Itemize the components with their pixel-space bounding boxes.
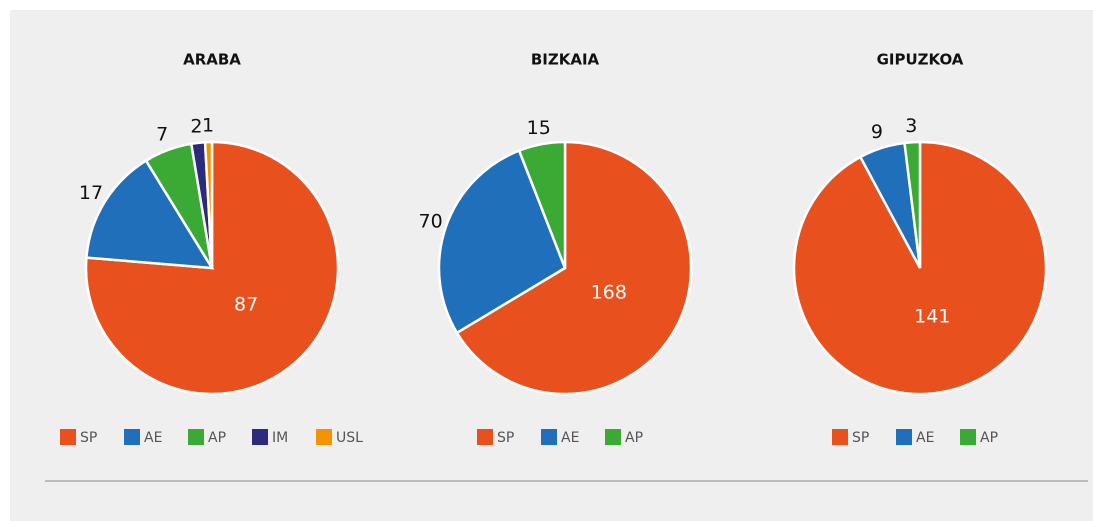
- data-label: 141: [914, 305, 950, 327]
- pie-slice: [437, 149, 567, 335]
- data-label: 1: [202, 115, 214, 137]
- data-label: 87: [234, 294, 258, 316]
- legend-swatch: [252, 429, 268, 445]
- legend-label: AP: [625, 430, 643, 446]
- legend-swatch: [832, 429, 848, 445]
- pie-slice: [84, 140, 340, 396]
- legend-label: SP: [497, 430, 514, 446]
- data-label: 7: [156, 124, 168, 146]
- legend-label: SP: [80, 430, 97, 446]
- legend-swatch: [188, 429, 204, 445]
- legend-swatch: [316, 429, 332, 445]
- pie-slice: [85, 158, 215, 270]
- data-label: 15: [527, 117, 551, 139]
- legend-label: AP: [980, 430, 998, 446]
- legend-label: AE: [561, 430, 579, 446]
- legend-swatch: [477, 429, 493, 445]
- legend-label: SP: [852, 430, 869, 446]
- legend-swatch: [60, 429, 76, 445]
- legend-label: IM: [272, 430, 288, 446]
- pie-slice: [517, 140, 567, 269]
- data-label: 70: [419, 211, 443, 233]
- data-label: 168: [591, 281, 627, 303]
- legend-label: AE: [144, 430, 162, 446]
- pie-slice: [203, 140, 214, 269]
- pie-slice: [903, 140, 922, 269]
- chart-title: BIZKAIA: [531, 51, 600, 69]
- legend-label: AE: [916, 430, 934, 446]
- data-label: 17: [79, 182, 103, 204]
- data-label: 2: [190, 115, 202, 137]
- legend-swatch: [124, 429, 140, 445]
- pie-slice: [455, 140, 693, 396]
- chart-title: ARABA: [183, 51, 241, 69]
- data-label: 9: [871, 121, 883, 143]
- legend-swatch: [896, 429, 912, 445]
- data-label: 3: [905, 115, 917, 137]
- legend-swatch: [541, 429, 557, 445]
- chart-title: GIPUZKOA: [877, 51, 964, 69]
- legend-swatch: [605, 429, 621, 445]
- legend-swatch: [960, 429, 976, 445]
- legend-label: USL: [336, 430, 363, 446]
- legend-label: AP: [208, 430, 226, 446]
